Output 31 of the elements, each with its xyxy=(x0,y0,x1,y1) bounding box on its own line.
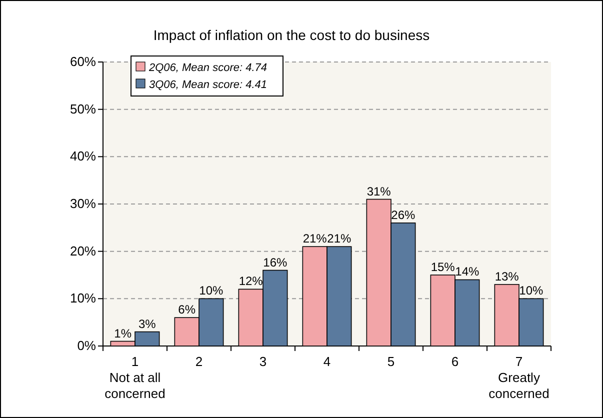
x-tick-label: 5 xyxy=(387,354,395,369)
y-tick-label: 0% xyxy=(77,338,96,353)
data-label: 21% xyxy=(302,232,328,246)
data-label: 6% xyxy=(178,302,196,317)
data-label: 26% xyxy=(391,208,416,222)
legend-label: 3Q06, Mean score: 4.41 xyxy=(149,79,268,91)
data-label: 12% xyxy=(238,274,264,288)
x-tick-label: 7 Greatly concerned xyxy=(488,354,550,401)
data-label: 15% xyxy=(430,260,456,274)
data-label: 3% xyxy=(138,316,156,331)
data-label: 10% xyxy=(519,284,544,298)
data-label: 1% xyxy=(114,326,132,340)
data-label: 10% xyxy=(199,284,224,298)
y-tick-label: 40% xyxy=(70,148,96,164)
x-tick-label: 3 xyxy=(259,354,267,369)
y-tick-label: 10% xyxy=(70,290,96,306)
data-label: 16% xyxy=(263,255,288,270)
data-label: 14% xyxy=(455,264,480,279)
y-tick-label: 20% xyxy=(70,243,96,258)
x-tick-label: 4 xyxy=(323,354,331,369)
y-tick-label: 50% xyxy=(70,101,96,116)
data-label: 31% xyxy=(366,184,392,198)
chart-title: Impact of inflation on the cost to do business xyxy=(153,27,430,43)
data-label: 21% xyxy=(327,232,352,246)
data-label: 13% xyxy=(494,269,520,284)
y-tick-label: 30% xyxy=(70,196,96,211)
legend-label: 2Q06, Mean score: 4.74 xyxy=(148,62,268,74)
y-tick-label: 60% xyxy=(70,54,96,69)
x-tick-label: 1 Not at all concerned xyxy=(104,354,166,401)
x-tick-label: 6 xyxy=(451,354,459,369)
x-tick-label: 2 xyxy=(195,354,203,369)
